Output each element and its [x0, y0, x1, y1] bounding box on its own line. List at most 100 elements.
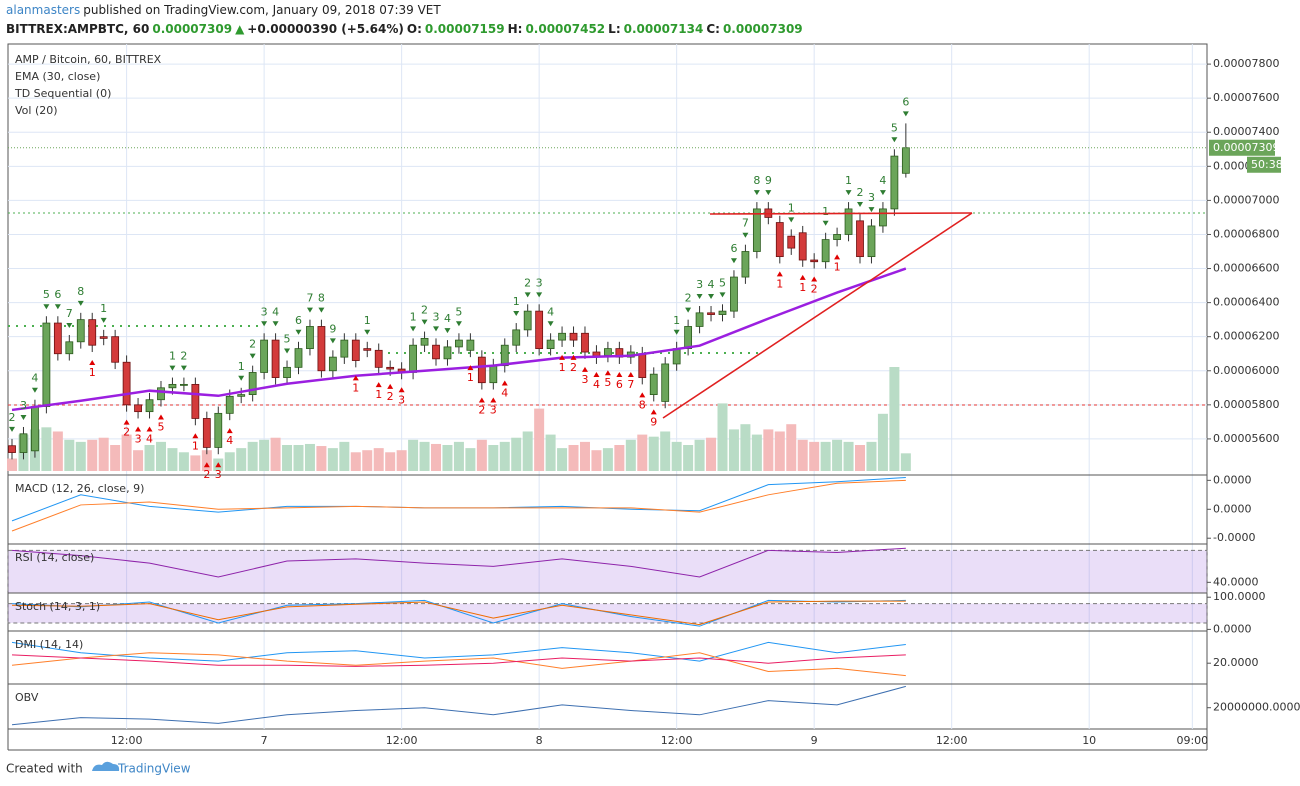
indicator-line	[11, 641, 906, 662]
volume-bar	[87, 439, 98, 471]
candle-body	[844, 208, 853, 235]
td-arrow	[192, 433, 199, 439]
candle-body	[879, 208, 887, 227]
volume-bar	[832, 439, 843, 471]
td-count: 4	[146, 432, 153, 445]
td-count: 1	[673, 314, 680, 327]
high: 0.00007452	[525, 22, 606, 36]
indicator-line	[11, 547, 906, 578]
volume-bar	[201, 450, 212, 471]
pane-band	[7, 603, 1208, 624]
indicator-line	[11, 685, 906, 726]
change: +0.00000390 (+5.64%)	[247, 22, 404, 36]
volume-bar	[178, 452, 189, 471]
td-count: 2	[9, 411, 16, 424]
x-tick-label: 8	[536, 734, 543, 747]
volume-bar	[660, 431, 671, 471]
td-count: 1	[364, 314, 371, 327]
td-count: 3	[135, 432, 142, 445]
td-arrow	[524, 292, 531, 298]
trendline	[662, 212, 973, 419]
y-tick-label: 20.0000	[1213, 656, 1259, 669]
td-arrow	[639, 392, 646, 398]
volume-bar	[900, 453, 911, 471]
td-count: 2	[249, 338, 256, 351]
td-arrow	[387, 383, 394, 389]
volume-bar	[694, 439, 705, 471]
candle-body	[271, 339, 280, 378]
trendline	[709, 212, 973, 215]
author[interactable]: alanmasters	[6, 3, 81, 17]
td-arrow	[352, 375, 359, 381]
td-count: 1	[410, 310, 417, 323]
td-count: 4	[501, 386, 508, 399]
td-arrow	[9, 426, 16, 432]
indicator-line	[11, 652, 906, 677]
volume-bar	[121, 434, 132, 471]
candle-body	[99, 336, 108, 339]
td-arrow	[89, 360, 96, 366]
volume-bar	[431, 443, 442, 471]
volume-bar	[648, 436, 659, 471]
indicator-line	[11, 479, 906, 532]
y-tick-label: 0.00007600	[1213, 91, 1279, 104]
td-count: 1	[776, 277, 783, 290]
y-tick-label: 0.00005600	[1213, 432, 1279, 445]
candle-body	[248, 372, 257, 396]
td-count: 1	[513, 295, 520, 308]
footer-brand[interactable]: TradingView	[117, 762, 191, 776]
candle-body	[237, 394, 246, 397]
candle-body	[661, 363, 670, 402]
td-arrow	[570, 354, 577, 360]
td-count: 7	[627, 378, 634, 391]
td-arrow	[776, 271, 783, 277]
td-count: 4	[272, 305, 279, 318]
td-arrow	[547, 321, 554, 327]
volume-bar	[843, 441, 854, 471]
td-count: 7	[306, 292, 313, 305]
volume-bar	[866, 441, 877, 471]
candle-body	[340, 339, 349, 358]
volume-bar	[568, 445, 579, 471]
td-arrow	[169, 365, 176, 371]
td-arrow	[261, 321, 268, 327]
indicator-line	[11, 599, 906, 627]
td-count: 2	[811, 283, 818, 296]
published: published on TradingView.com, January 09…	[83, 3, 441, 17]
td-arrow	[788, 217, 795, 223]
candle-body	[306, 326, 314, 350]
volume-bar	[419, 441, 430, 471]
td-arrow	[559, 354, 566, 360]
candle-body	[157, 387, 165, 401]
frame	[7, 43, 1208, 730]
td-count: 3	[868, 191, 875, 204]
td-arrow	[616, 371, 623, 377]
y-tick-label: 0.00006200	[1213, 330, 1279, 343]
l-label: L:	[608, 22, 621, 36]
td-count: 3	[696, 278, 703, 291]
volume-bar	[740, 424, 751, 471]
y-tick-label: 0.0000	[1213, 622, 1252, 635]
volume-bar	[579, 441, 590, 471]
td-count: 7	[742, 217, 749, 230]
td-count: 9	[329, 322, 336, 335]
td-count: 3	[490, 403, 497, 416]
td-arrow	[742, 232, 749, 238]
volume-bar	[408, 439, 419, 471]
candle-body	[867, 225, 876, 258]
td-arrow	[295, 329, 302, 335]
volume-bar	[282, 445, 293, 471]
td-arrow	[100, 317, 107, 323]
td-arrow	[536, 292, 543, 298]
td-arrow	[180, 365, 187, 371]
td-count: 9	[765, 174, 772, 187]
candle-body	[443, 346, 452, 360]
candle-body	[500, 344, 509, 367]
x-tick-label: 12:00	[386, 734, 418, 747]
td-count: 2	[180, 350, 187, 363]
candle-body	[649, 373, 658, 396]
volume-bar	[671, 441, 682, 471]
td-arrow	[696, 294, 703, 300]
chart-title: AMP / Bitcoin, 60, BITTREX	[15, 53, 162, 66]
td-count: 1	[100, 302, 107, 315]
